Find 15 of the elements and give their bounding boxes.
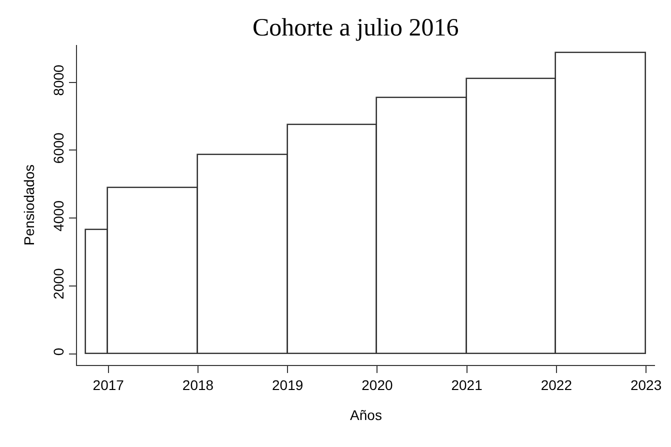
chart-title: Cohorte a julio 2016 <box>252 14 459 42</box>
x-tick-label: 2018 <box>182 376 214 393</box>
x-tick-label: 2022 <box>540 376 572 393</box>
x-tick-label: 2023 <box>630 376 662 393</box>
y-tick-label: 8000 <box>50 64 66 96</box>
y-tick-label: 0 <box>50 348 66 356</box>
x-tick-label: 2021 <box>451 376 483 393</box>
x-tick-label: 2020 <box>362 376 393 393</box>
y-tick-label: 2000 <box>50 268 66 300</box>
y-tick-label: 4000 <box>50 200 66 232</box>
x-tick-label: 2017 <box>92 376 124 393</box>
x-axis-title: Años <box>350 407 382 424</box>
y-axis-title: Pensiodados <box>21 164 37 246</box>
x-tick-label: 2019 <box>272 376 304 393</box>
y-tick-label: 6000 <box>50 132 66 164</box>
